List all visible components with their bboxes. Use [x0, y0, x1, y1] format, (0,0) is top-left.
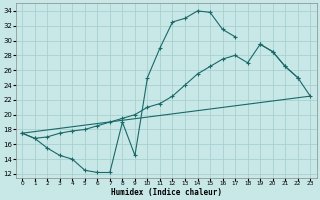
X-axis label: Humidex (Indice chaleur): Humidex (Indice chaleur)	[111, 188, 222, 197]
